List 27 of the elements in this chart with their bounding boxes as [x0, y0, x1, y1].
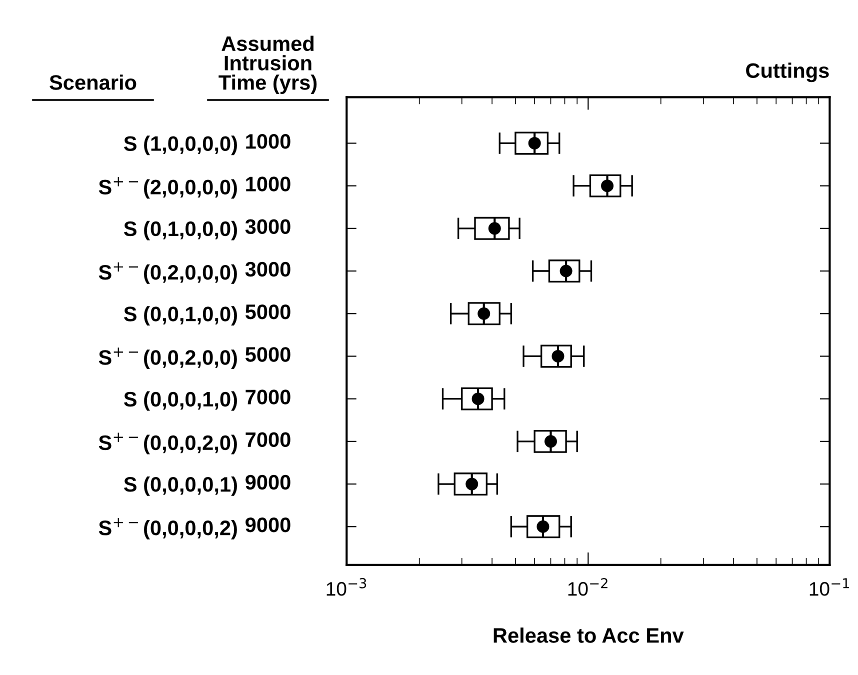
y-tick-label: S (0,0,1,0,0) [124, 306, 237, 326]
y-tick-label: S (0,1,0,0,0) [124, 220, 237, 240]
y2-tick-label: 3000 [245, 219, 290, 234]
text: Scenario [50, 74, 136, 90]
y2-tick-label: 9000 [246, 517, 290, 532]
y2-tick-label: 3000 [245, 262, 290, 277]
y2-tick-label: 5000 [245, 347, 290, 362]
text: Assumed Intrusion Time (yrs) [218, 36, 317, 94]
x-tick-label: 10$^{−1}$ [810, 578, 850, 596]
y2-tick-label: 7000 [246, 432, 290, 448]
x-axis-title: Release to Acc Env [494, 628, 684, 643]
y2-tick-label: 1000 [246, 134, 290, 149]
y-tick-label: S$^{+−}$(0,0,0,0,2) [98, 518, 237, 540]
y2-tick-label: 1000 [246, 176, 290, 192]
x-tick-label: 10$^{−2}$ [568, 578, 608, 596]
y2-tick-label: 5000 [245, 304, 290, 320]
y-tick-label: S$^{+−}$(0,2,0,0,0) [98, 262, 237, 284]
y-tick-label: S$^{+−}$(0,0,0,2,0) [98, 432, 237, 454]
x-tick-label: 10$^{−3}$ [326, 578, 366, 596]
chart-title: Cuttings [746, 62, 829, 82]
y2-tick-label: 7000 [246, 390, 290, 404]
y-tick-label: S$^{+−}$(2,0,0,0,0) [98, 177, 237, 199]
y-tick-label: S (0,0,0,1,0) [124, 391, 237, 411]
y-tick-label: S (0,0,0,0,1) [124, 476, 237, 496]
y-tick-label: S (1,0,0,0,0) [124, 136, 237, 156]
y-tick-label: S$^{+−}$(0,0,2,0,0) [98, 348, 237, 370]
y2-tick-label: 9000 [246, 474, 290, 490]
